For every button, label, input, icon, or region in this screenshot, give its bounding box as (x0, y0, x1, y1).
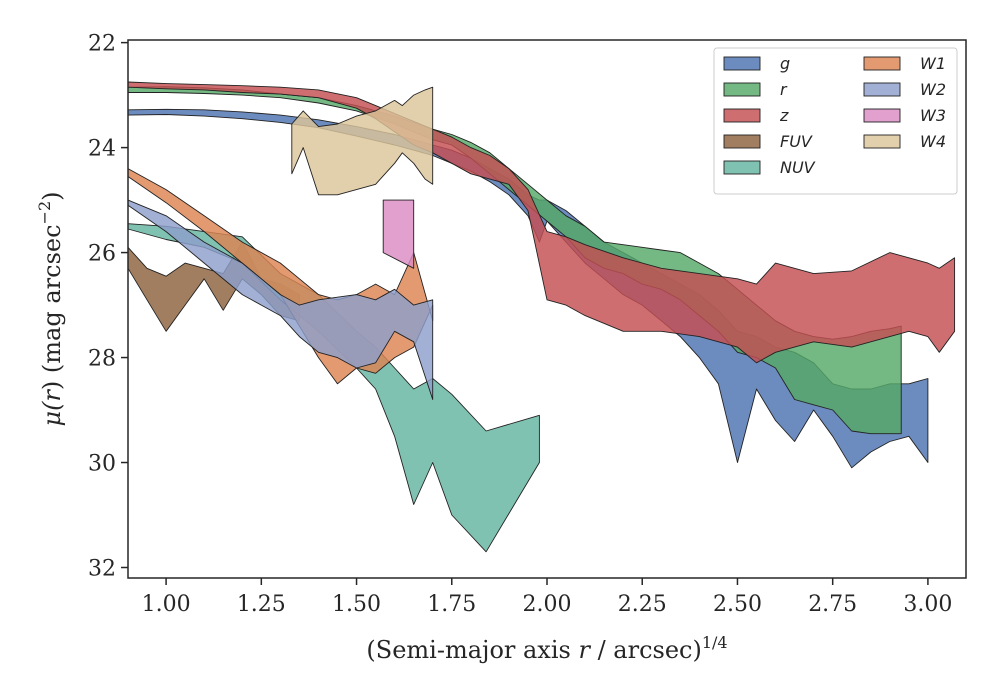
x-tick-label: 2.50 (713, 592, 762, 617)
y-tick-label: 28 (88, 347, 116, 372)
legend-swatch-g (723, 56, 761, 71)
x-tick-label: 1.75 (427, 592, 476, 617)
legend-label-r: r (780, 80, 788, 99)
legend-swatch-fuv (723, 134, 761, 149)
legend-swatch-w1 (863, 56, 901, 71)
y-tick-label: 30 (88, 452, 116, 477)
series-area-w3 (382, 199, 415, 269)
legend-swatch-w2 (863, 82, 901, 97)
legend-label-z: z (779, 106, 789, 125)
legend-swatch-w4 (863, 134, 901, 149)
legend-swatch-nuv (723, 160, 761, 175)
x-tick-label: 2.00 (523, 592, 572, 617)
y-axis-label: μ(r) (mag arcsec−2) (35, 191, 66, 426)
x-axis-label: (Semi-major axis r / arcsec)1/4 (366, 633, 727, 664)
x-tick-label: 2.75 (808, 592, 857, 617)
x-axis-ticks: 1.00 1.25 1.50 1.75 2.00 2.25 2.50 2.75 3.00 (142, 578, 952, 617)
legend-label-fuv: FUV (780, 132, 813, 151)
legend-swatch-r (723, 82, 761, 97)
legend-swatch-w3 (863, 108, 901, 123)
x-tick-label: 1.25 (237, 592, 286, 617)
legend-label-w3: W3 (920, 106, 946, 125)
legend-label-g: g (780, 54, 790, 73)
y-tick-label: 22 (88, 32, 116, 57)
series-area-w4 (291, 86, 434, 196)
y-tick-label: 26 (88, 242, 116, 267)
legend-label-w4: W4 (920, 132, 946, 151)
legend-label-nuv: NUV (780, 158, 816, 177)
y-tick-label: 24 (88, 137, 116, 162)
legend-label-w1: W1 (920, 54, 946, 73)
x-tick-label: 3.00 (903, 592, 952, 617)
x-tick-label: 1.50 (332, 592, 381, 617)
legend: grz FUV NUV W1 W2 W3 W4 (713, 47, 958, 195)
y-tick-label: 32 (88, 557, 116, 582)
legend-swatch-z (723, 108, 761, 123)
x-tick-label: 2.25 (618, 592, 667, 617)
series-area-w2 (127, 199, 434, 400)
series-areas (127, 81, 956, 553)
legend-label-w2: W2 (920, 80, 946, 99)
x-tick-label: 1.00 (142, 592, 191, 617)
y-axis-ticks: 22 24 26 28 30 32 (88, 32, 128, 582)
